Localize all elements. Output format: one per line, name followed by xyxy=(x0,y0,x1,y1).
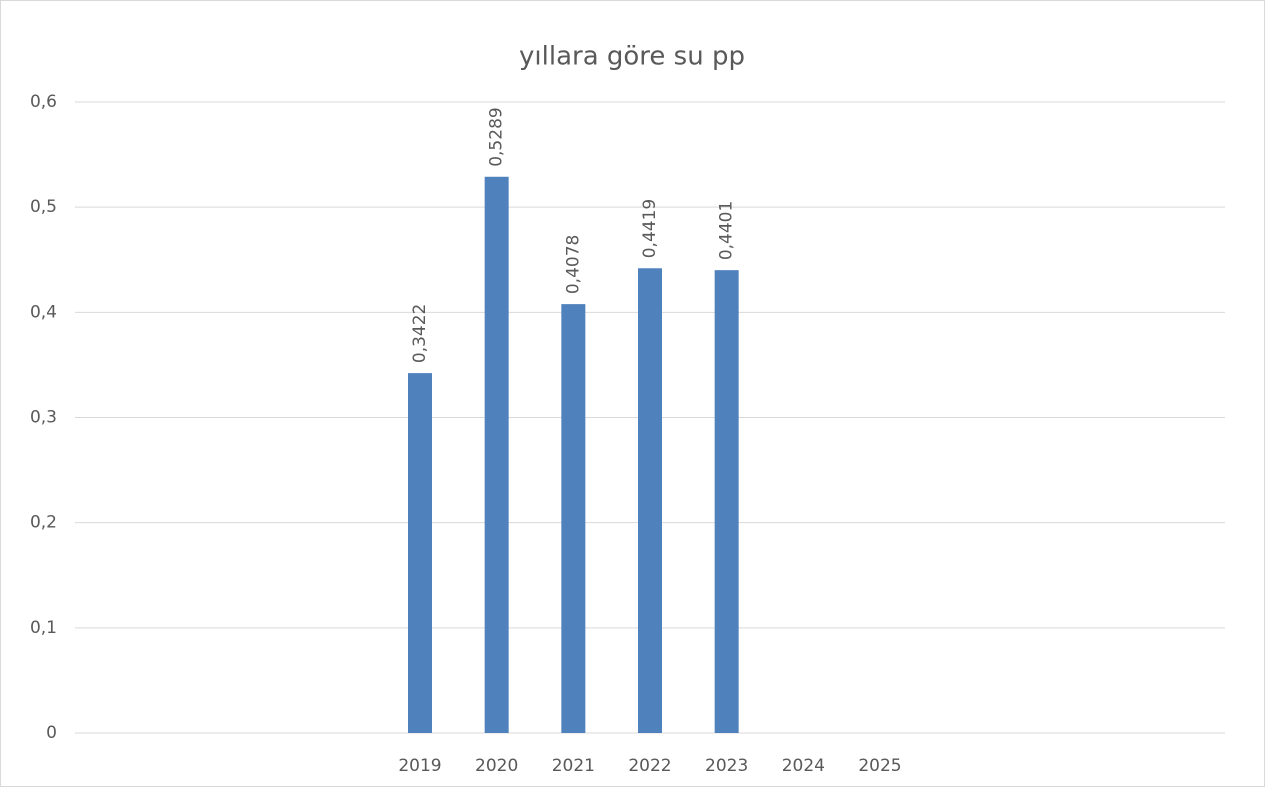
x-tick-label: 2024 xyxy=(782,756,825,776)
y-tick-label: 0,3 xyxy=(30,408,57,428)
data-label: 0,4419 xyxy=(640,199,660,258)
x-tick-label: 2019 xyxy=(398,756,441,776)
data-label: 0,3422 xyxy=(410,304,430,363)
data-label: 0,5289 xyxy=(487,107,507,166)
y-tick-label: 0,5 xyxy=(30,197,57,217)
data-label: 0,4078 xyxy=(563,235,583,294)
x-tick-label: 2022 xyxy=(628,756,671,776)
chart-title: yıllara göre su pp xyxy=(519,42,745,72)
bar xyxy=(484,176,509,733)
x-tick-label: 2025 xyxy=(858,756,901,776)
y-tick-label: 0,4 xyxy=(30,302,57,322)
y-tick-label: 0,1 xyxy=(30,618,57,638)
x-tick-label: 2023 xyxy=(705,756,748,776)
bar xyxy=(561,304,586,733)
y-tick-label: 0,6 xyxy=(30,92,57,112)
data-label: 0,4401 xyxy=(717,201,737,260)
bar xyxy=(714,270,739,733)
x-tick-label: 2020 xyxy=(475,756,518,776)
bar xyxy=(408,373,432,733)
x-tick-label: 2021 xyxy=(552,756,595,776)
y-tick-label: 0,2 xyxy=(30,513,57,533)
y-tick-label: 0 xyxy=(46,723,57,743)
bar xyxy=(638,268,662,733)
